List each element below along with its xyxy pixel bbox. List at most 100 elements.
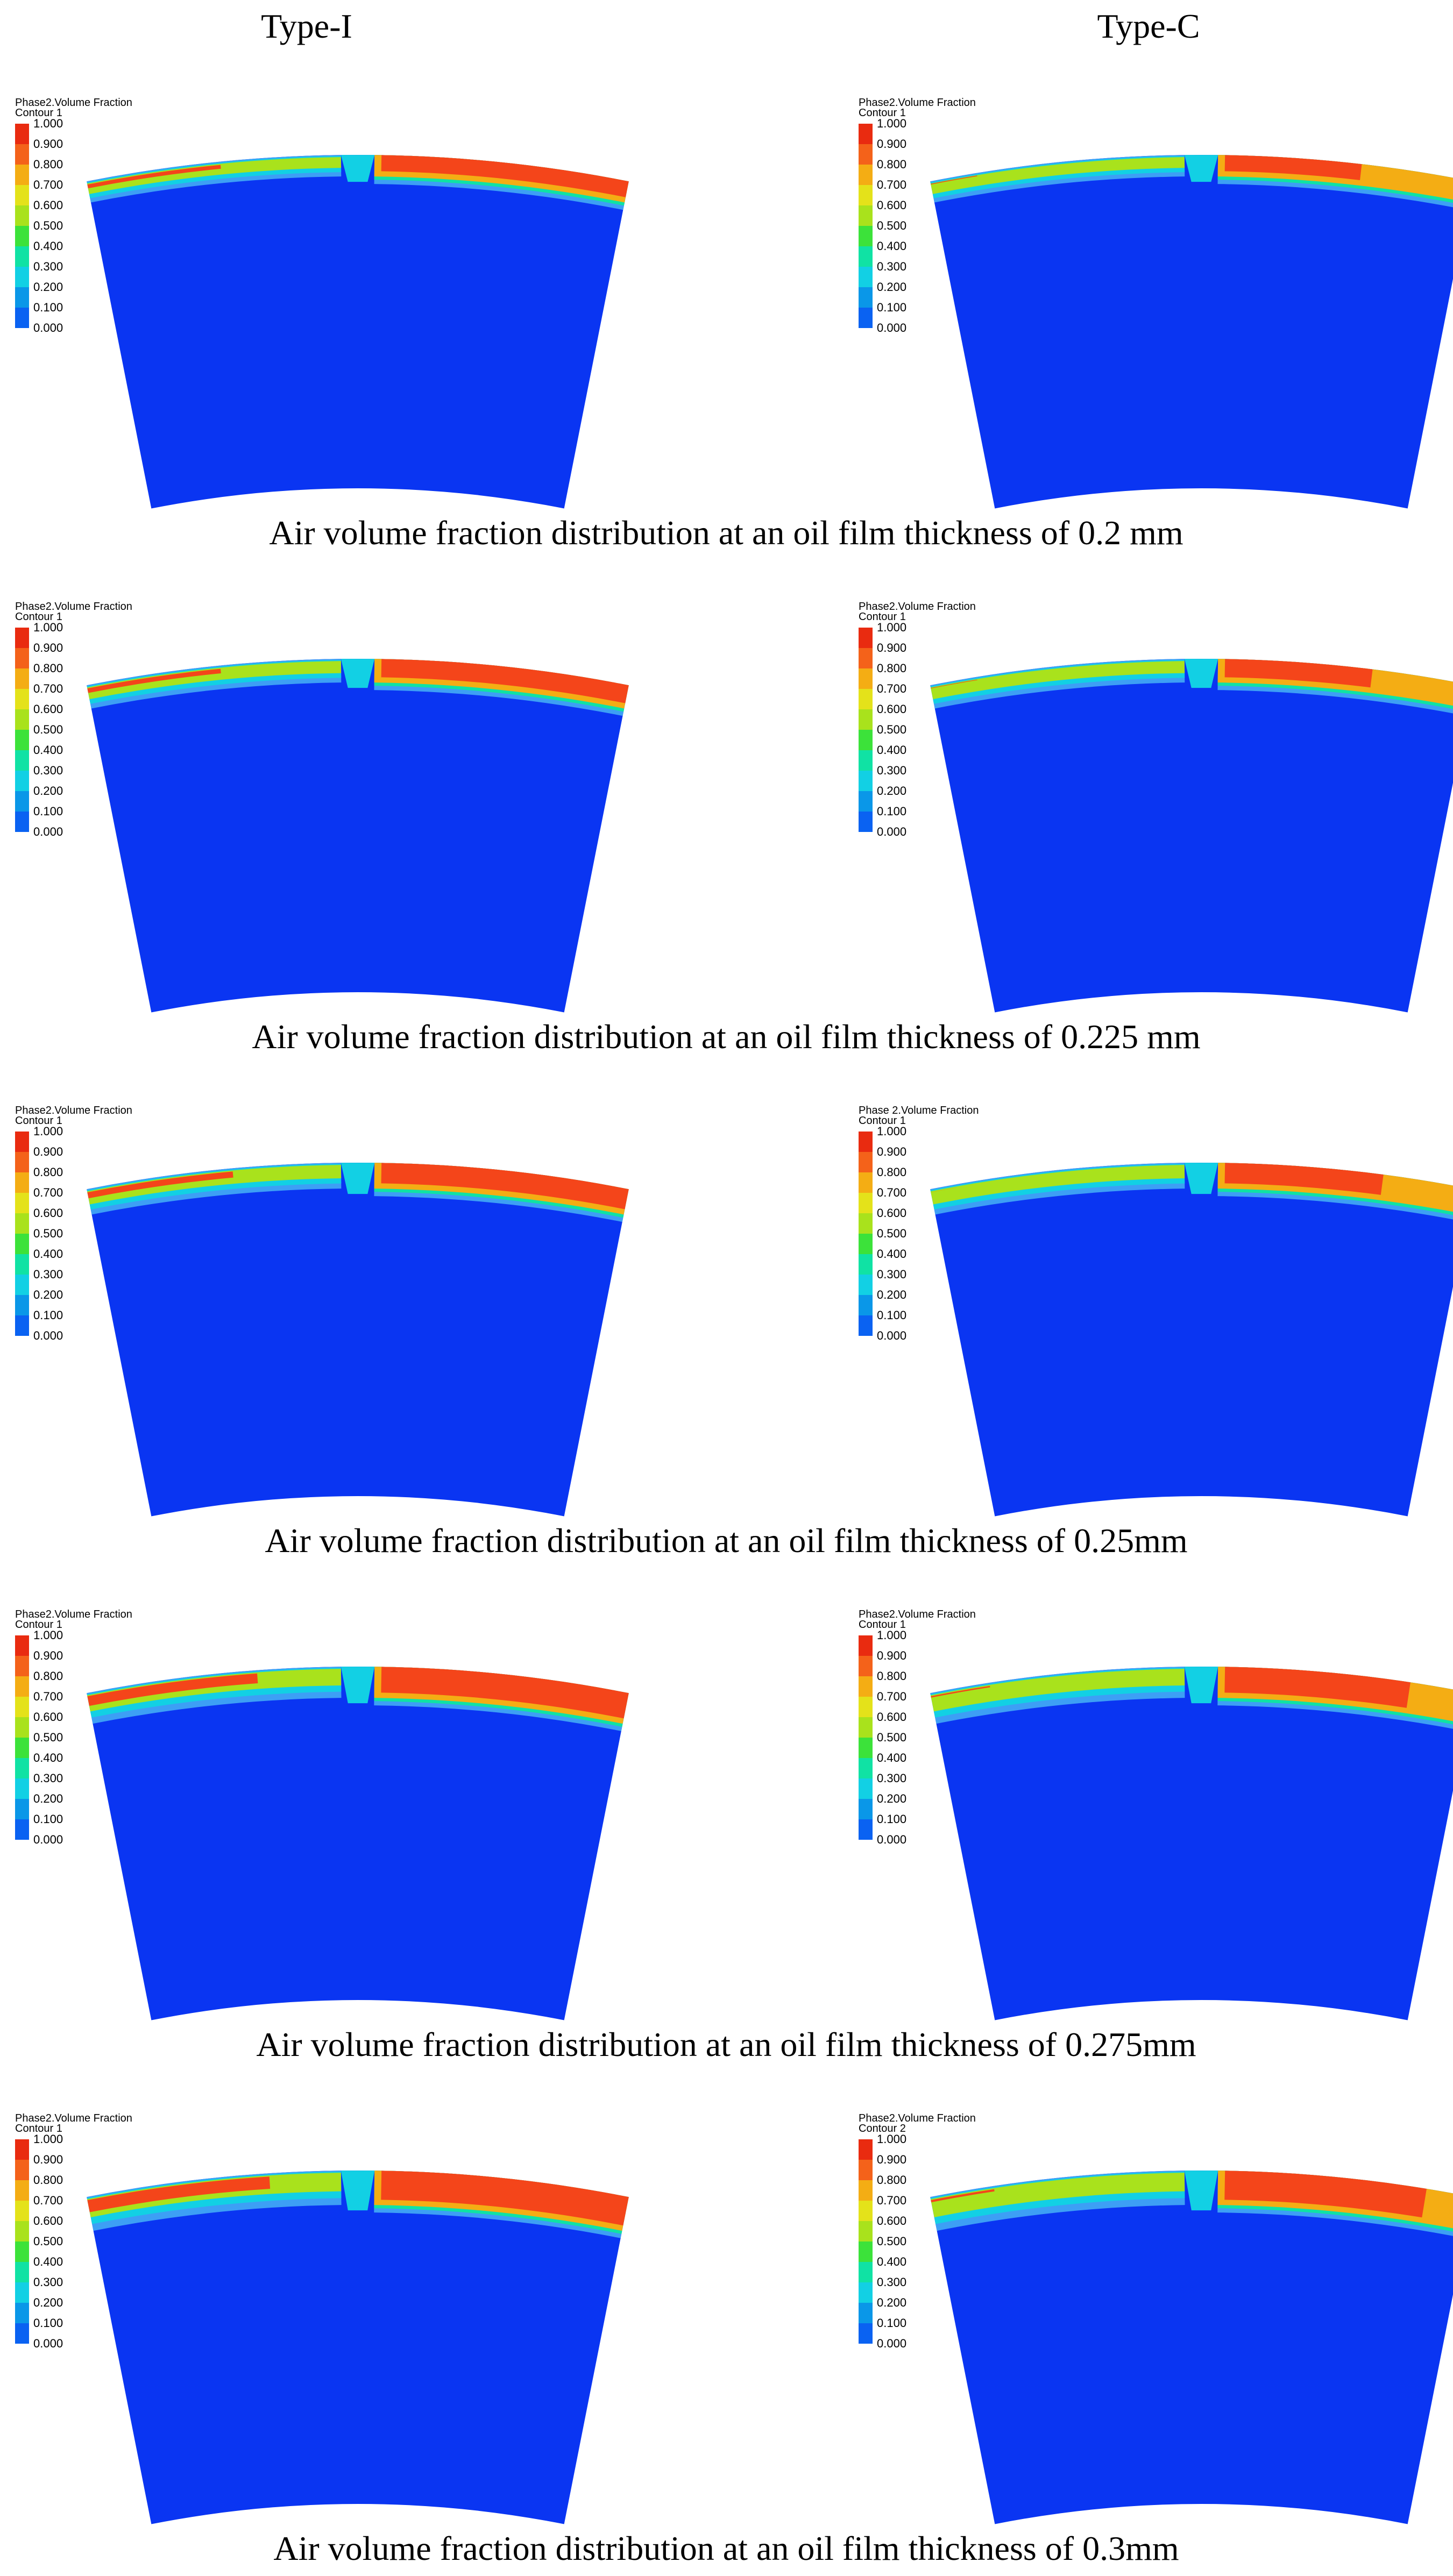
- groove-inlet: [1184, 2171, 1218, 2211]
- legend-title: Phase2.Volume Fraction: [859, 2112, 976, 2124]
- legend-tick-label: 0.200: [33, 784, 63, 798]
- air-region-right: [1224, 1667, 1411, 1708]
- legend-color-band: [859, 1315, 873, 1336]
- legend-color-band: [15, 308, 29, 328]
- legend-tick-label: 0.100: [33, 805, 63, 818]
- legend-color-band: [859, 668, 873, 689]
- flow-domain-sector: [930, 659, 1453, 1013]
- legend-tick-label: 0.400: [877, 239, 906, 253]
- legend-color-band: [15, 144, 29, 165]
- legend-title: Phase 2.Volume Fraction: [859, 1105, 979, 1116]
- legend-subtitle: Contour 1: [859, 1619, 906, 1631]
- legend-tick-label: 0.500: [877, 1731, 906, 1744]
- legend-color-band: [859, 1132, 873, 1152]
- legend-tick-label: 0.100: [877, 1812, 906, 1826]
- legend-tick-label: 0.200: [33, 280, 63, 294]
- legend-color-band: [859, 1717, 873, 1738]
- legend-color-band: [859, 648, 873, 668]
- flow-domain-sector: [87, 1163, 629, 1517]
- legend-subtitle: Contour 2: [859, 2123, 906, 2134]
- legend-color-band: [15, 1758, 29, 1778]
- legend-tick-label: 0.500: [877, 1227, 906, 1240]
- legend-tick-label: 0.700: [33, 1186, 63, 1199]
- legend-color-band: [15, 668, 29, 689]
- legend-color-band: [15, 205, 29, 226]
- legend-color-band: [859, 1819, 873, 1840]
- flow-domain-sector: [87, 1667, 629, 2020]
- legend-tick-label: 0.200: [877, 280, 906, 294]
- legend-subtitle: Contour 1: [15, 2123, 62, 2134]
- legend-color-band: [15, 1234, 29, 1254]
- legend-tick-label: 0.200: [877, 784, 906, 798]
- legend-tick-label: 0.600: [33, 1206, 63, 1220]
- legend-tick-label: 0.200: [33, 2296, 63, 2309]
- legend-color-band: [15, 2201, 29, 2221]
- groove-inlet: [341, 659, 375, 688]
- legend-subtitle: Contour 1: [859, 1115, 906, 1127]
- legend-tick-label: 0.300: [33, 1268, 63, 1281]
- legend-tick-label: 0.000: [877, 825, 906, 838]
- air-region-left: [87, 1673, 258, 1706]
- legend-tick-label: 0.900: [877, 641, 906, 654]
- legend-title: Phase2.Volume Fraction: [15, 2112, 132, 2124]
- legend-color-band: [15, 1254, 29, 1275]
- legend-color-band: [15, 2262, 29, 2282]
- legend-tick-label: 0.700: [877, 178, 906, 191]
- legend-title: Phase2.Volume Fraction: [15, 1609, 132, 1620]
- legend-title: Phase2.Volume Fraction: [859, 1609, 976, 1620]
- legend-color-band: [859, 267, 873, 287]
- legend-color-band: [15, 124, 29, 144]
- legend-color-band: [15, 689, 29, 709]
- film-layer-left: [87, 157, 342, 194]
- legend-title: Phase2.Volume Fraction: [15, 601, 132, 613]
- legend-tick-label: 0.600: [877, 198, 906, 212]
- film-layer-left: [87, 1669, 342, 1712]
- legend-color-band: [15, 165, 29, 185]
- legend-color-band: [859, 226, 873, 246]
- legend-color-band: [859, 750, 873, 771]
- legend-tick-label: 0.000: [877, 2337, 906, 2350]
- air-region-right: [1224, 659, 1373, 688]
- legend-color-band: [859, 144, 873, 165]
- legend-color-band: [859, 185, 873, 205]
- legend-tick-label: 0.400: [877, 743, 906, 757]
- legend-tick-label: 1.000: [33, 621, 63, 634]
- film-layer-left: [930, 1165, 1185, 1205]
- legend-color-band: [859, 2282, 873, 2303]
- legend-color-band: [15, 648, 29, 668]
- legend-tick-label: 0.700: [33, 682, 63, 695]
- legend-tick-label: 0.400: [877, 1751, 906, 1764]
- legend-tick-label: 0.800: [877, 1669, 906, 1683]
- legend-tick-label: 0.800: [33, 1669, 63, 1683]
- flow-domain-sector: [930, 1667, 1453, 2020]
- air-region-right: [1224, 1163, 1384, 1195]
- legend-color-band: [859, 2180, 873, 2201]
- legend-tick-label: 1.000: [877, 621, 906, 634]
- legend-color-band: [15, 730, 29, 750]
- air-region-right: [381, 1667, 629, 1719]
- legend-color-band: [859, 730, 873, 750]
- legend-color-band: [15, 267, 29, 287]
- legend-color-band: [15, 1295, 29, 1315]
- legend-color-band: [859, 124, 873, 144]
- legend-tick-label: 0.600: [877, 1206, 906, 1220]
- legend-title: Phase2.Volume Fraction: [859, 97, 976, 109]
- film-layer-left: [930, 661, 1185, 700]
- film-layer-left: [87, 661, 342, 700]
- flow-domain-sector: [87, 2171, 629, 2524]
- legend-tick-label: 1.000: [877, 1628, 906, 1642]
- legend-color-band: [15, 628, 29, 648]
- legend-title: Phase2.Volume Fraction: [15, 1105, 132, 1116]
- legend-tick-label: 0.900: [877, 137, 906, 151]
- legend-tick-label: 0.400: [33, 2255, 63, 2268]
- legend-tick-label: 0.500: [33, 1731, 63, 1744]
- legend-color-band: [15, 287, 29, 308]
- legend-tick-label: 0.100: [877, 301, 906, 314]
- legend-tick-label: 0.400: [33, 239, 63, 253]
